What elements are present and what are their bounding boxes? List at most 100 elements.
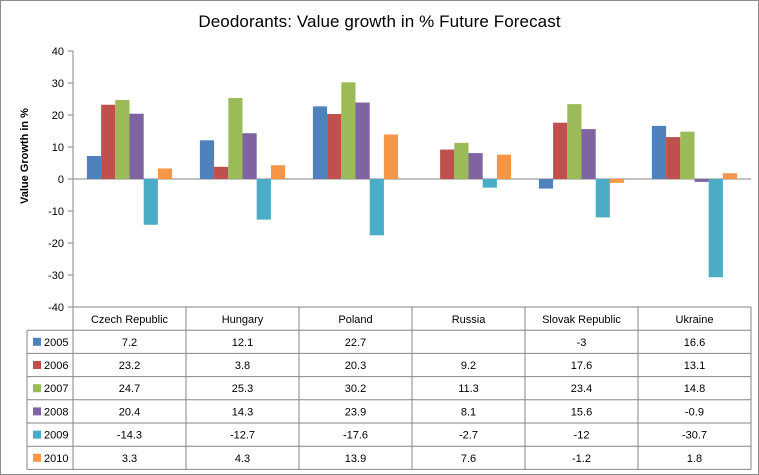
bar-2008-5 <box>694 179 709 182</box>
table-cell-value: 23.9 <box>345 406 366 418</box>
y-tick-label: 0 <box>58 174 64 186</box>
category-label: Russia <box>452 314 487 326</box>
legend-swatch-2009 <box>33 430 41 439</box>
table-cell-value: 8.1 <box>461 406 476 418</box>
bar-2008-1 <box>242 133 257 179</box>
table-cell-value: -12 <box>574 430 590 442</box>
table-cell-value: -12.7 <box>230 430 255 442</box>
bar-2007-1 <box>228 98 243 179</box>
category-label: Slovak Republic <box>542 314 621 326</box>
category-label: Czech Republic <box>91 314 169 326</box>
bar-2005-0 <box>86 155 102 179</box>
table-cell-value: 1.8 <box>687 453 702 465</box>
y-tick-label: -10 <box>48 206 64 218</box>
table-cell-value: 14.8 <box>684 383 705 395</box>
bar-2006-4 <box>553 122 568 179</box>
table-cell-value: 3.3 <box>122 453 137 465</box>
table-cell-value: 4.3 <box>235 453 250 465</box>
category-label: Ukraine <box>676 314 714 326</box>
bar-2009-4 <box>595 179 610 218</box>
legend-label: 2008 <box>44 406 68 418</box>
y-tick-label: -40 <box>48 302 64 314</box>
bar-2008-3 <box>468 153 483 179</box>
bar-2005-2 <box>312 106 328 179</box>
legend-label: 2010 <box>44 453 68 465</box>
table-cell-value: 22.7 <box>345 337 366 349</box>
table-cell-value: 14.3 <box>232 406 253 418</box>
table-cell-value: 7.2 <box>122 337 137 349</box>
table-cell-value: -0.9 <box>685 406 704 418</box>
bar-2007-4 <box>567 104 582 179</box>
legend-label: 2006 <box>44 360 68 372</box>
legend-swatch-2006 <box>33 361 41 369</box>
bar-2009-2 <box>369 179 384 236</box>
table-cell-value: -30.7 <box>682 430 707 442</box>
table-cell-value: 16.6 <box>684 337 705 349</box>
bar-2009-1 <box>256 179 271 220</box>
table-cell-value: 7.6 <box>461 453 476 465</box>
bar-2007-3 <box>454 142 469 179</box>
category-label: Poland <box>338 314 372 326</box>
bar-2006-0 <box>101 104 116 179</box>
table-cell-value: 20.4 <box>119 406 140 418</box>
table-cell-value: 25.3 <box>232 383 253 395</box>
table-cell-value: 13.9 <box>345 453 366 465</box>
table-cell-value: 23.2 <box>119 360 140 372</box>
table-cell-value: 24.7 <box>119 383 140 395</box>
bar-2009-0 <box>143 179 158 225</box>
legend-swatch-2010 <box>33 453 41 462</box>
table-cell-value: 30.2 <box>345 383 366 395</box>
table-cell-value: -1.2 <box>572 453 591 465</box>
bar-2010-5 <box>722 173 738 179</box>
table-cell-value: 12.1 <box>232 337 253 349</box>
bar-2008-4 <box>581 129 596 179</box>
table-cell-value: -3 <box>577 337 587 349</box>
legend-label: 2005 <box>44 337 68 349</box>
y-tick-label: -20 <box>48 238 64 250</box>
bar-2007-2 <box>341 82 356 179</box>
table-cell-value: -14.3 <box>117 430 142 442</box>
legend-swatch-2008 <box>33 407 41 416</box>
bar-2005-4 <box>538 179 554 189</box>
bar-2010-4 <box>609 179 625 183</box>
bar-2006-2 <box>327 114 342 179</box>
table-cell-value: 20.3 <box>345 360 366 372</box>
table-cell-value: 13.1 <box>684 360 705 372</box>
legend-swatch-2005 <box>33 337 41 346</box>
y-tick-label: -30 <box>48 270 64 282</box>
bar-2008-2 <box>355 102 370 179</box>
table-cell-value: -17.6 <box>343 430 368 442</box>
bar-2008-0 <box>129 113 144 179</box>
bar-2010-0 <box>157 168 173 179</box>
category-label: Hungary <box>222 314 264 326</box>
legend-label: 2007 <box>44 383 68 395</box>
legend-swatch-2007 <box>33 384 41 393</box>
table-cell-value: 3.8 <box>235 360 250 372</box>
y-tick-label: 30 <box>52 78 64 90</box>
bar-2009-3 <box>482 179 497 188</box>
bar-2010-1 <box>270 165 286 179</box>
bar-2006-1 <box>214 166 229 179</box>
table-cell-value: -2.7 <box>459 430 478 442</box>
bar-2009-5 <box>708 179 723 278</box>
bar-2007-0 <box>115 99 130 179</box>
chart-title: Deodorants: Value growth in % Future For… <box>198 12 561 31</box>
y-tick-label: 20 <box>52 110 64 122</box>
bar-2007-5 <box>680 131 695 179</box>
table-cell-value: 11.3 <box>458 383 479 395</box>
table-cell-value: 23.4 <box>571 383 592 395</box>
table-cell-value: 9.2 <box>461 360 476 372</box>
bar-2005-1 <box>199 140 215 179</box>
table-cell-value: 17.6 <box>571 360 592 372</box>
bar-2006-3 <box>440 149 455 179</box>
legend-label: 2009 <box>44 430 68 442</box>
y-tick-label: 40 <box>52 46 64 58</box>
y-tick-label: 10 <box>52 142 64 154</box>
table-cell-value: 15.6 <box>571 406 592 418</box>
bar-2005-5 <box>651 125 667 179</box>
bar-2010-2 <box>383 134 399 179</box>
bar-2006-5 <box>666 137 681 179</box>
bar-2010-3 <box>496 154 512 179</box>
